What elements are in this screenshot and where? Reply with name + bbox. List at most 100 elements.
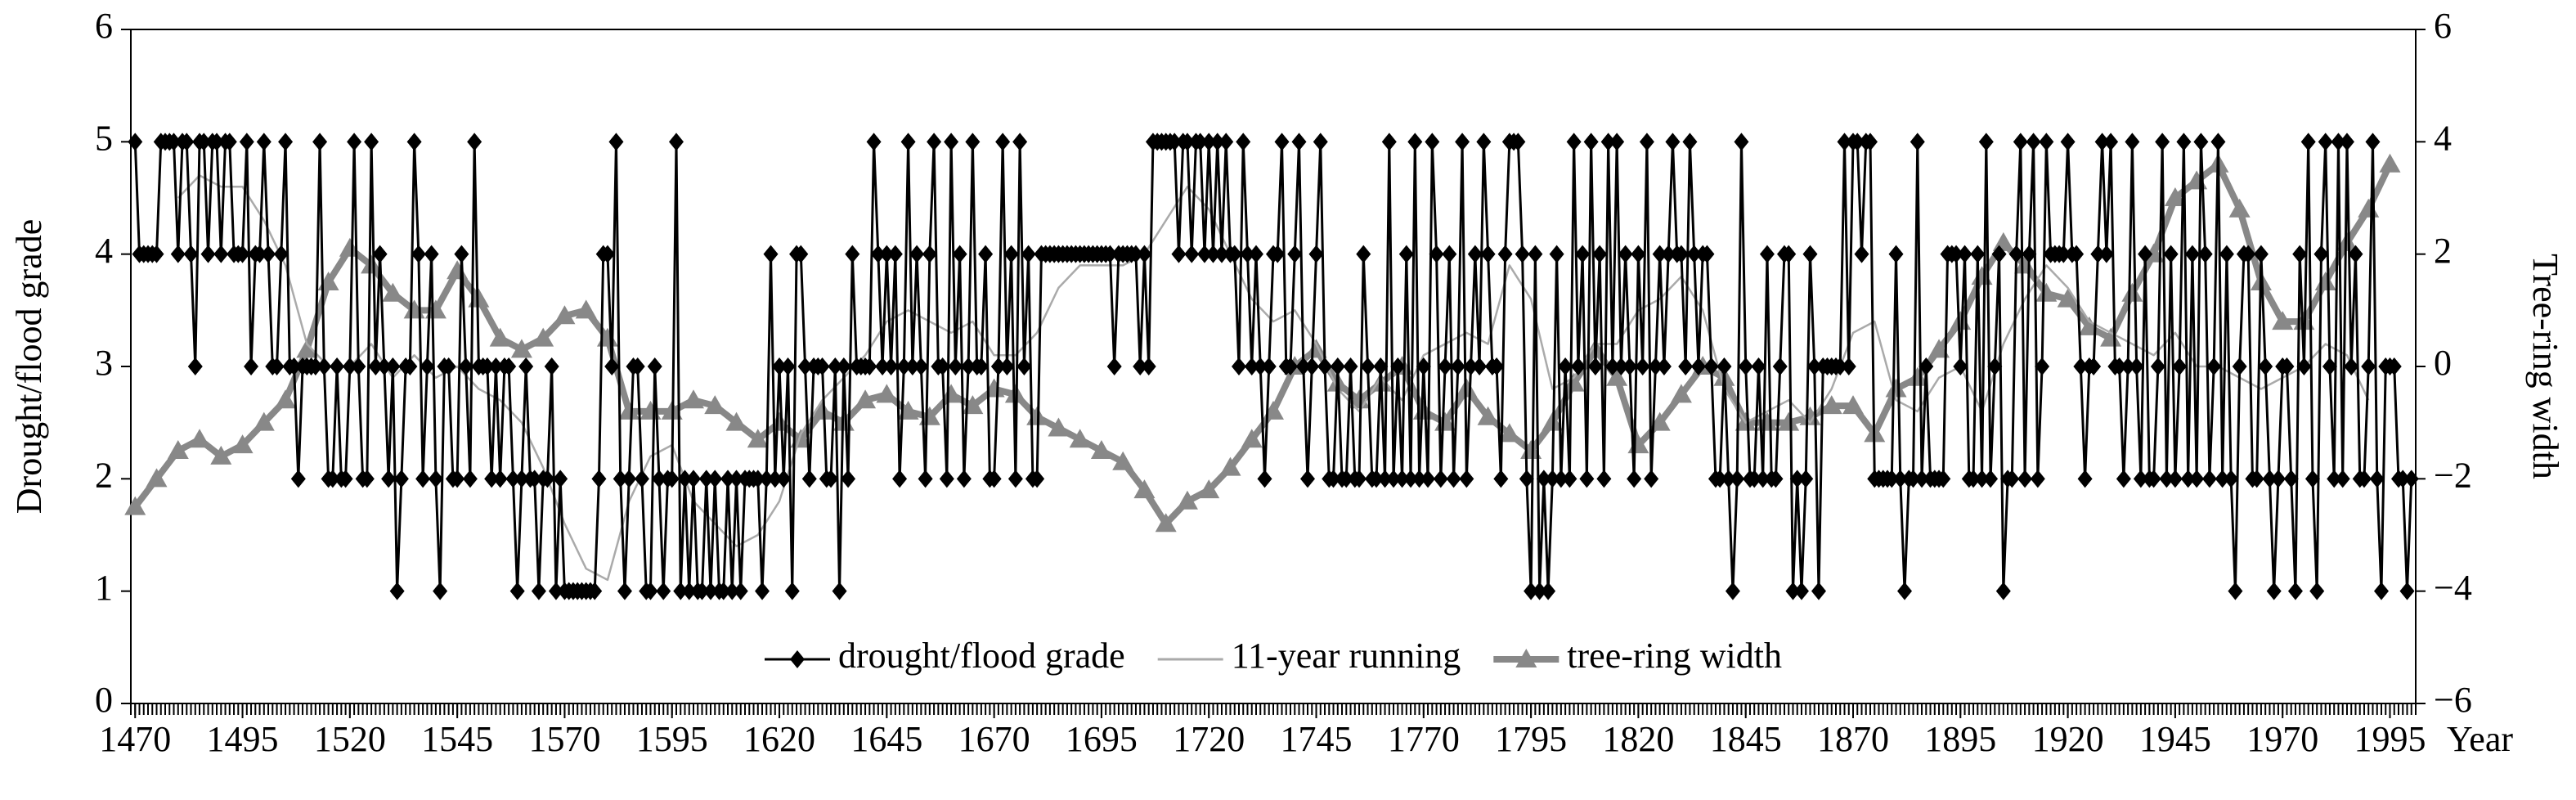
- diamond-marker: [2215, 470, 2230, 488]
- diamond-marker: [2159, 470, 2174, 488]
- diamond-marker: [634, 470, 649, 488]
- triangle-marker: [876, 384, 898, 403]
- diamond-marker: [1330, 357, 1345, 375]
- diamond-marker: [1407, 133, 1423, 151]
- diamond-marker: [402, 357, 418, 375]
- diamond-marker: [1012, 133, 1028, 151]
- triangle-marker: [1606, 366, 1628, 386]
- diamond-marker: [2395, 470, 2411, 488]
- diamond-marker: [1644, 470, 1659, 488]
- diamond-marker: [1850, 133, 1865, 151]
- x-tick-label: 1745: [1281, 719, 1353, 759]
- diamond-marker: [1416, 357, 1431, 375]
- diamond-marker: [389, 582, 405, 600]
- diamond-marker: [591, 470, 607, 488]
- diamond-marker: [1755, 470, 1770, 488]
- diamond-marker: [484, 470, 500, 488]
- x-tick-label: 1645: [850, 719, 922, 759]
- triangle-marker: [124, 496, 146, 515]
- diamond-marker: [2138, 245, 2153, 263]
- diamond-marker: [252, 245, 267, 263]
- diamond-marker: [1476, 133, 1492, 151]
- diamond-marker: [128, 133, 143, 151]
- diamond-marker: [2022, 245, 2037, 263]
- diamond-marker: [342, 357, 357, 375]
- diamond-marker: [767, 470, 783, 488]
- diamond-marker: [892, 470, 908, 488]
- diamond-marker: [1914, 470, 1930, 488]
- diamond-marker: [1524, 582, 1539, 600]
- diamond-marker: [458, 357, 473, 375]
- triangle-marker: [1176, 490, 1198, 510]
- diamond-marker: [995, 133, 1011, 151]
- diamond-marker: [2318, 133, 2333, 151]
- diamond-marker: [1253, 357, 1268, 375]
- diamond-marker: [312, 133, 328, 151]
- diamond-marker: [2283, 470, 2299, 488]
- diamond-marker: [1966, 470, 1981, 488]
- diamond-marker: [424, 245, 439, 263]
- y2-tick-label: −6: [2434, 680, 2472, 720]
- triangle-marker: [1992, 231, 2014, 251]
- diamond-marker: [1313, 133, 1328, 151]
- diamond-marker: [883, 357, 899, 375]
- diamond-marker: [2270, 470, 2286, 488]
- diamond-marker: [1604, 357, 1620, 375]
- diamond-marker: [338, 470, 353, 488]
- diamond-marker: [261, 245, 276, 263]
- diamond-marker: [2331, 133, 2346, 151]
- diamond-marker: [780, 357, 796, 375]
- triangle-marker: [2379, 153, 2401, 173]
- diamond-marker: [707, 470, 723, 488]
- diamond-marker: [1497, 245, 1513, 263]
- diamond-marker: [1712, 470, 1728, 488]
- diamond-marker: [1196, 245, 1212, 263]
- triangle-marker: [296, 339, 318, 358]
- triangle-marker: [2121, 282, 2143, 302]
- diamond-marker: [1772, 357, 1788, 375]
- diamond-marker: [2287, 582, 2303, 600]
- x-tick-label: 1995: [2354, 719, 2426, 759]
- triangle-marker: [2057, 288, 2079, 308]
- diamond-marker: [1699, 245, 1715, 263]
- diamond-marker: [450, 470, 465, 488]
- diamond-marker: [789, 650, 805, 668]
- diamond-marker: [1618, 245, 1633, 263]
- diamond-marker: [1231, 357, 1246, 375]
- diamond-marker: [544, 357, 559, 375]
- diamond-marker: [1978, 133, 1994, 151]
- diamond-marker: [1326, 470, 1341, 488]
- diamond-marker: [2008, 245, 2024, 263]
- diamond-marker: [454, 245, 469, 263]
- diamond-marker: [1472, 357, 1488, 375]
- diamond-marker: [703, 582, 719, 600]
- x-tick-label: 1920: [2032, 719, 2104, 759]
- diamond-marker: [2098, 245, 2114, 263]
- diamond-marker: [2369, 470, 2385, 488]
- triangle-marker: [1198, 479, 1220, 499]
- diamond-marker: [1587, 357, 1603, 375]
- diamond-marker: [1137, 245, 1152, 263]
- diamond-marker: [2356, 470, 2372, 488]
- diamond-marker: [1570, 357, 1586, 375]
- diamond-marker: [2249, 470, 2264, 488]
- diamond-marker: [1008, 470, 1023, 488]
- diamond-marker: [196, 133, 212, 151]
- diamond-marker: [824, 470, 839, 488]
- diamond-marker: [2304, 470, 2320, 488]
- diamond-marker: [1622, 357, 1637, 375]
- diamond-marker: [677, 470, 693, 488]
- diamond-marker: [1802, 245, 1818, 263]
- diamond-marker: [2201, 470, 2217, 488]
- diamond-marker: [2004, 470, 2020, 488]
- diamond-marker: [733, 582, 748, 600]
- diamond-marker: [364, 133, 379, 151]
- triangle-marker: [1069, 429, 1091, 448]
- triangle-marker: [167, 440, 189, 459]
- diamond-marker: [1352, 470, 1367, 488]
- diamond-marker: [656, 582, 671, 600]
- diamond-marker: [2133, 470, 2148, 488]
- diamond-marker: [1892, 470, 1908, 488]
- diamond-marker: [1317, 357, 1333, 375]
- diamond-marker: [1888, 245, 1904, 263]
